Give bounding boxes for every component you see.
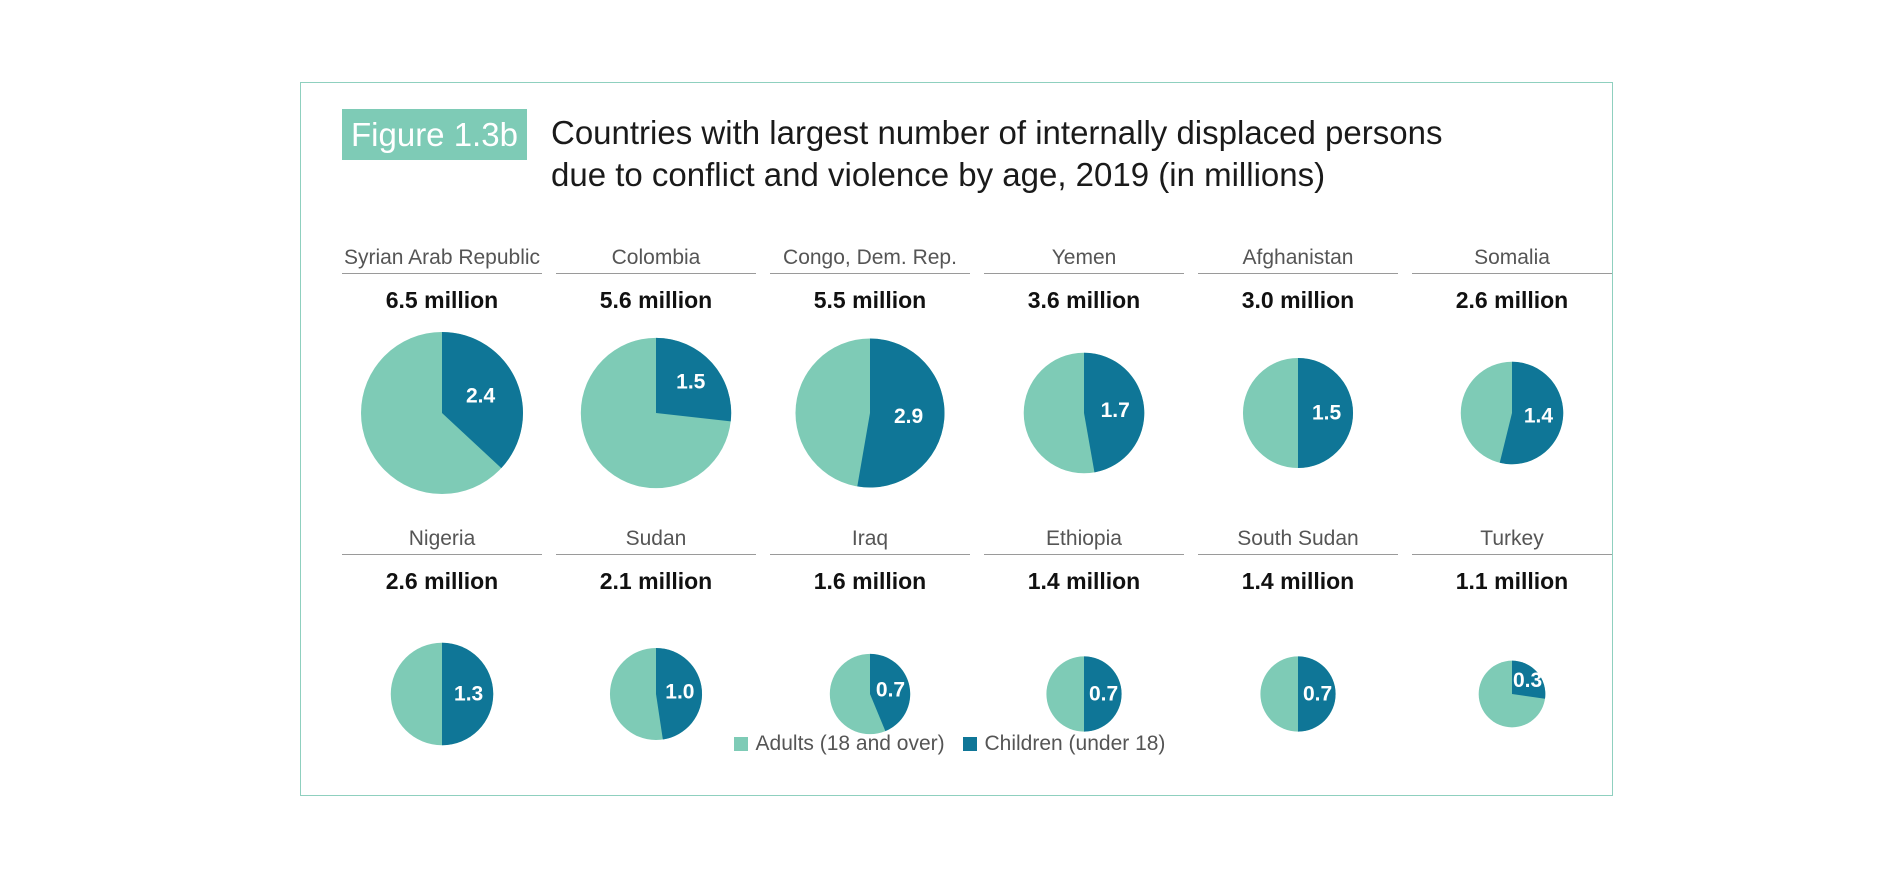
pie-congo-dem-rep: 2.9 <box>795 338 945 488</box>
country-label: Nigeria <box>342 524 542 555</box>
pie-slice-children <box>442 332 523 469</box>
legend: Adults (18 and over) Children (under 18) <box>0 732 1899 757</box>
pie-afghanistan: 1.5 <box>1242 357 1354 469</box>
children-value-label: 1.3 <box>454 683 483 706</box>
country-label: Yemen <box>984 243 1184 274</box>
children-value-label: 0.7 <box>1303 683 1332 706</box>
children-value-label: 2.9 <box>894 405 923 428</box>
figure-title-line-2: due to conflict and violence by age, 201… <box>551 156 1326 193</box>
country-label: Afghanistan <box>1198 243 1398 274</box>
legend-swatch-children <box>962 737 977 751</box>
figure-title: Countries with largest number of interna… <box>551 112 1551 196</box>
children-value-label: 1.7 <box>1101 399 1130 422</box>
total-label: 2.1 million <box>599 568 713 594</box>
children-value-label: 0.7 <box>1089 683 1118 706</box>
children-value-label: 1.5 <box>676 370 706 393</box>
total-label: 1.4 million <box>1027 568 1141 594</box>
pie-south-sudan: 0.7 <box>1260 656 1336 732</box>
pie-iraq: 0.7 <box>829 653 911 735</box>
pie-slice-children <box>656 647 703 740</box>
total-label: 1.1 million <box>1455 568 1569 594</box>
pie-slice-children <box>870 653 911 732</box>
pie-slice-children <box>1298 357 1354 469</box>
country-label: Turkey <box>1412 524 1612 555</box>
total-label: 1.4 million <box>1241 568 1355 594</box>
children-value-label: 2.4 <box>466 385 496 408</box>
pie-sudan: 1.0 <box>609 647 703 741</box>
pie-turkey: 0.3 <box>1478 660 1546 728</box>
children-value-label: 0.7 <box>876 678 905 701</box>
pie-syrian-arab-republic: 2.4 <box>361 332 523 494</box>
total-label: 5.6 million <box>599 287 713 313</box>
legend-label-children: Children (under 18) <box>984 732 1166 755</box>
country-label: Iraq <box>770 524 970 555</box>
figure-title-line-1: Countries with largest number of interna… <box>551 114 1443 151</box>
total-label: 3.6 million <box>1027 287 1141 313</box>
legend-item-children: Children (under 18) <box>962 732 1166 756</box>
pie-somalia: 1.4 <box>1460 361 1564 465</box>
pie-yemen: 1.7 <box>1023 352 1145 474</box>
total-label: 6.5 million <box>385 287 499 313</box>
pie-nigeria: 1.3 <box>390 642 494 746</box>
country-label: Sudan <box>556 524 756 555</box>
pie-slice-children <box>1512 660 1546 699</box>
pie-slice-children <box>442 642 494 746</box>
total-label: 2.6 million <box>1455 287 1569 313</box>
children-value-label: 1.5 <box>1312 402 1342 425</box>
figure-frame <box>300 82 1613 796</box>
country-label: South Sudan <box>1198 524 1398 555</box>
total-label: 2.6 million <box>385 568 499 594</box>
children-value-label: 0.3 <box>1513 669 1542 692</box>
total-label: 5.5 million <box>813 287 927 313</box>
legend-item-adults: Adults (18 and over) <box>733 732 945 756</box>
pie-slice-children <box>1499 361 1564 465</box>
pie-slice-children <box>1084 656 1122 732</box>
children-value-label: 1.0 <box>665 681 694 704</box>
pie-slice-children <box>1298 656 1336 732</box>
country-label: Colombia <box>556 243 756 274</box>
pie-slice-children <box>1084 352 1145 473</box>
legend-swatch-adults <box>733 737 748 751</box>
total-label: 1.6 million <box>813 568 927 594</box>
pie-slice-children <box>857 338 945 488</box>
pie-ethiopia: 0.7 <box>1046 656 1122 732</box>
country-label: Congo, Dem. Rep. <box>770 243 970 274</box>
total-label: 3.0 million <box>1241 287 1355 313</box>
country-label: Somalia <box>1412 243 1612 274</box>
legend-label-adults: Adults (18 and over) <box>755 732 945 755</box>
children-value-label: 1.4 <box>1524 405 1554 428</box>
country-label: Syrian Arab Republic <box>342 243 542 274</box>
figure-tag: Figure 1.3b <box>342 109 527 160</box>
pie-colombia: 1.5 <box>580 337 732 489</box>
country-label: Ethiopia <box>984 524 1184 555</box>
pie-slice-children <box>656 337 732 422</box>
